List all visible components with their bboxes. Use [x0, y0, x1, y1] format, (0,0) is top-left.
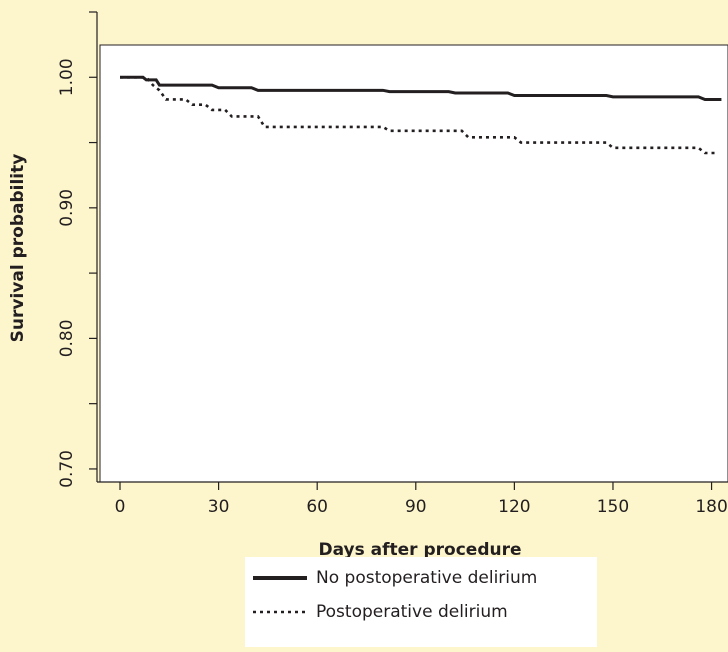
plot-area [99, 44, 728, 483]
x-axis-label: Days after procedure [318, 540, 521, 560]
x-tick-label: 90 [405, 497, 427, 517]
x-tick-label: 180 [695, 497, 727, 517]
y-tick-label: 0.90 [57, 189, 77, 227]
y-axis-label: Survival probability [8, 154, 28, 343]
legend-label: Postoperative delirium [316, 602, 508, 622]
x-tick-label: 120 [498, 497, 530, 517]
legend-box [245, 557, 597, 647]
y-tick-label: 0.80 [57, 319, 77, 357]
x-tick-label: 150 [597, 497, 629, 517]
survival-curve [120, 75, 722, 101]
x-tick-label: 60 [306, 497, 328, 517]
x-tick-label: 30 [208, 497, 230, 517]
y-tick-label: 0.70 [57, 450, 77, 488]
x-tick-label: 0 [115, 497, 126, 517]
legend-label: No postoperative delirium [316, 568, 537, 588]
y-tick-label: 1.00 [57, 58, 77, 96]
